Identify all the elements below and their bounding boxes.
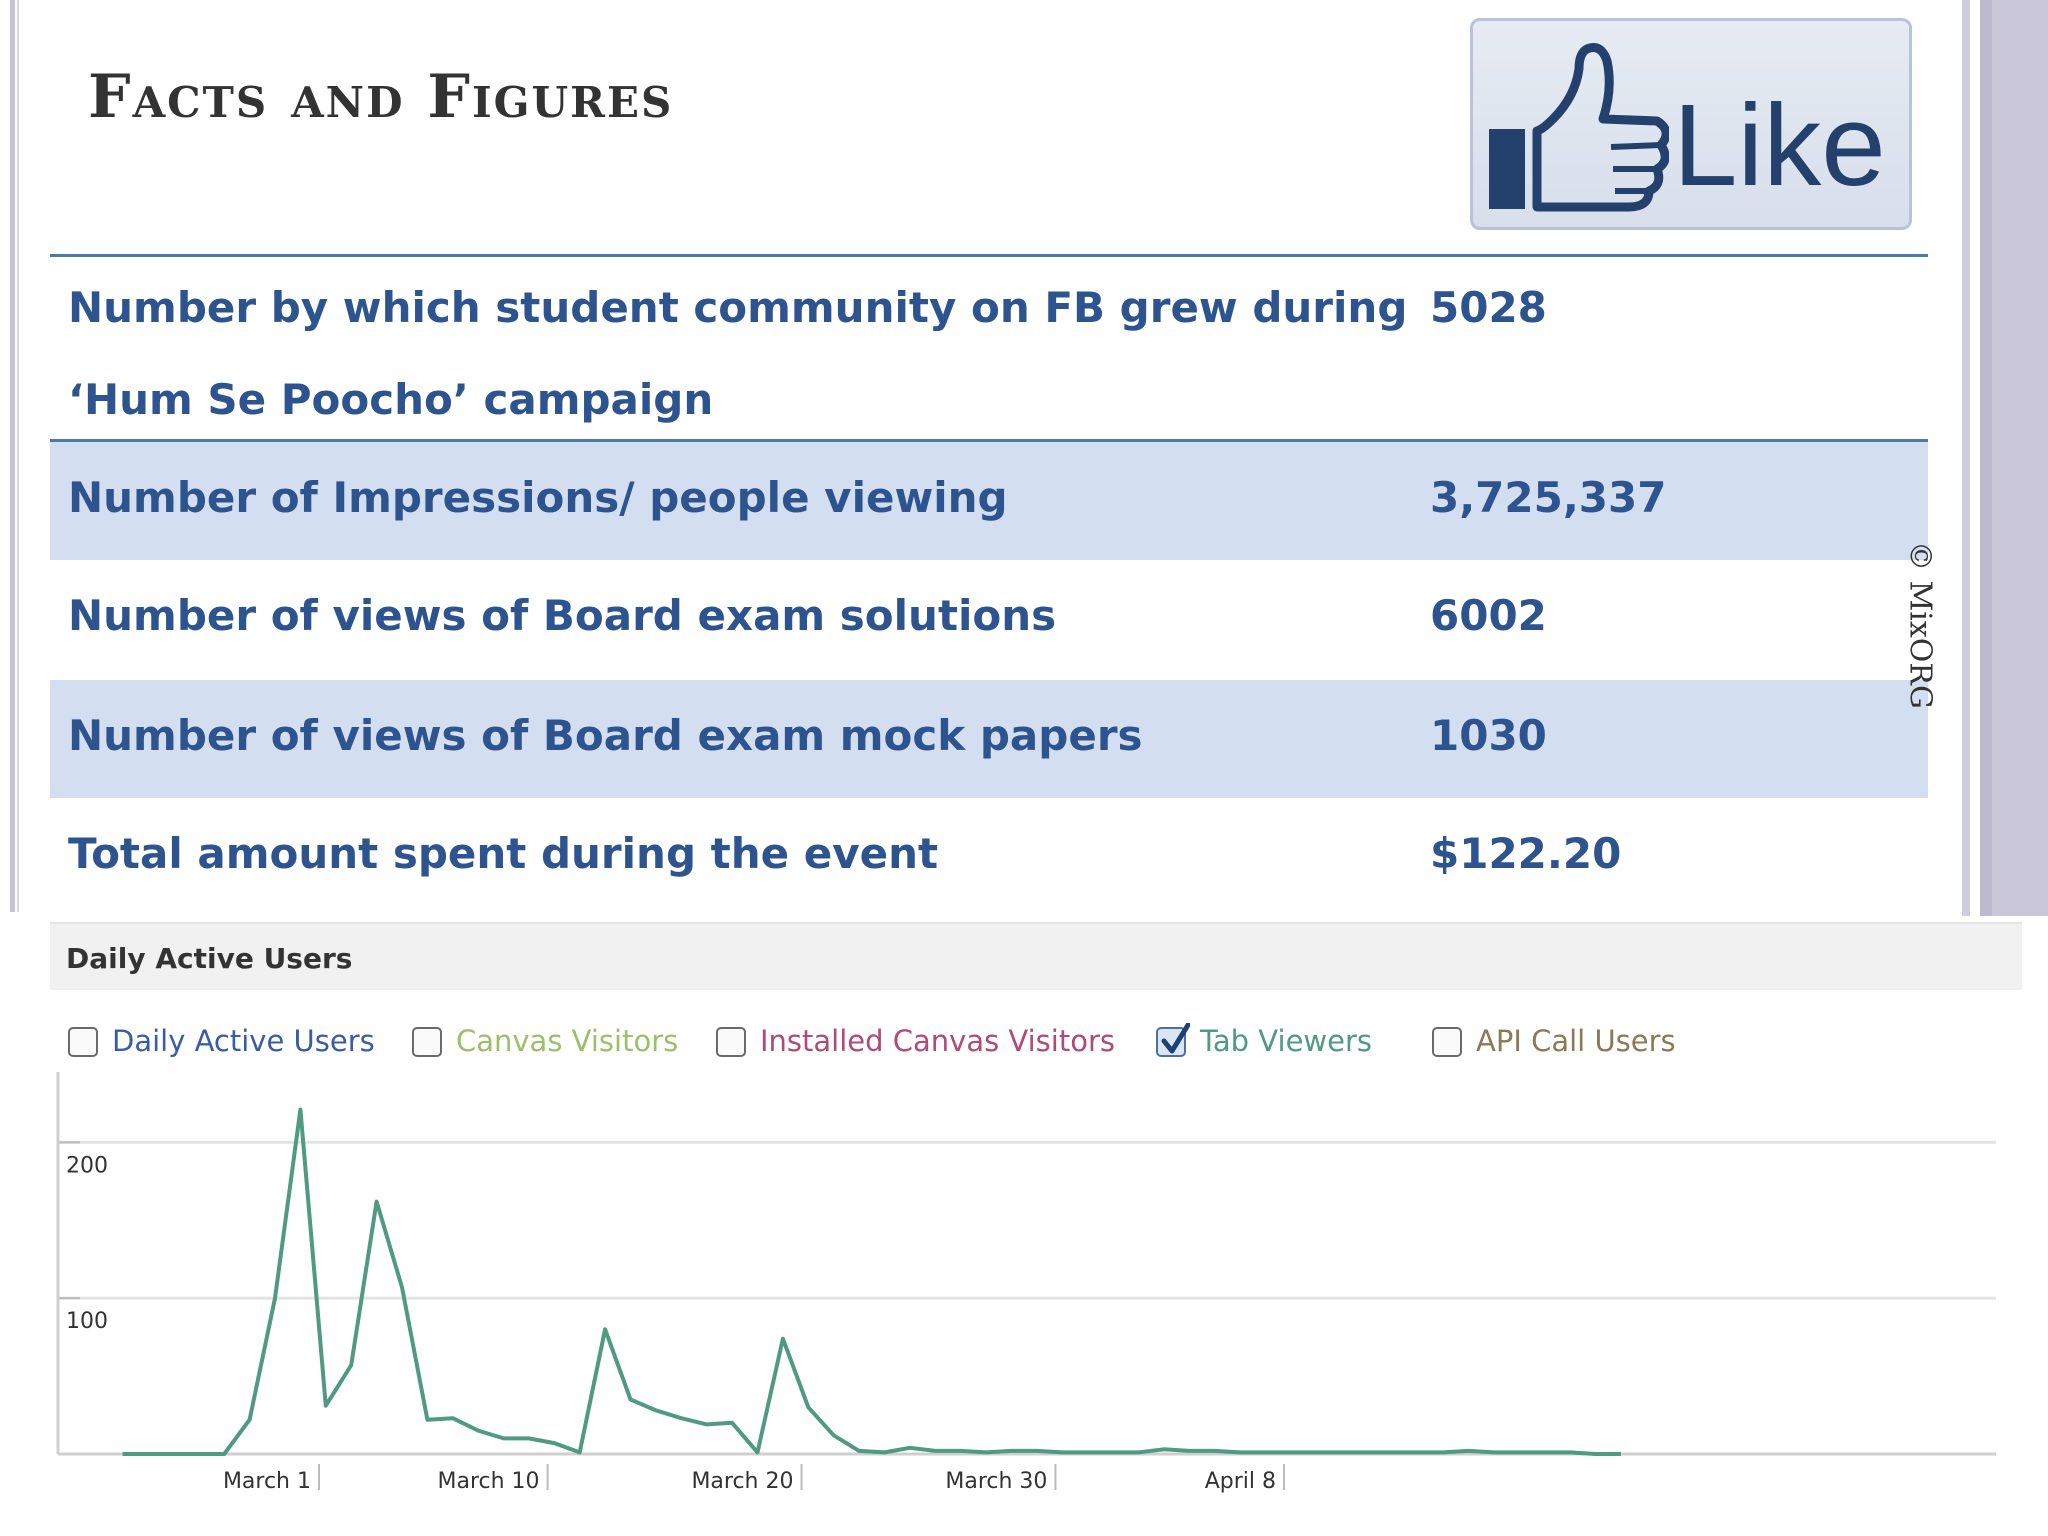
like-badge: Like (1470, 18, 1912, 230)
slide-frame-left-inner (17, 0, 19, 912)
fact-value: 3,725,337 (1430, 473, 1667, 522)
fact-label: Number of views of Board exam mock paper… (68, 711, 1143, 760)
series-checkbox[interactable] (68, 1027, 98, 1057)
fact-label: Total amount spent during the event (68, 829, 939, 878)
fact-value: 1030 (1430, 711, 1547, 760)
fact-row: Number of Impressions/ people viewing 3,… (50, 442, 1928, 560)
like-label: Like (1673, 80, 1886, 210)
legend-label: Tab Viewers (1200, 1024, 1373, 1058)
series-checkbox[interactable] (716, 1027, 746, 1057)
daily-active-users-panel: Daily Active Users Daily Active Users Ca… (50, 922, 2022, 1536)
tab-viewers-line-chart: 100 200 March 1 March 10 March 20 March 30 Apr… (56, 1072, 1996, 1494)
slide-frame-left (10, 0, 15, 912)
x-tick-label: March 20 (691, 1469, 793, 1494)
table-top-rule (50, 254, 1928, 257)
copyright-text: © MixORG (1902, 541, 1938, 709)
x-tick-label: April 8 (1205, 1469, 1276, 1494)
checkmark-icon (1161, 1023, 1190, 1054)
legend-label: Installed Canvas Visitors (760, 1024, 1115, 1058)
legend-label: Daily Active Users (112, 1024, 375, 1058)
fact-row: Number of views of Board exam mock paper… (50, 680, 1928, 798)
legend-label: Canvas Visitors (456, 1024, 679, 1058)
legend-label: API Call Users (1476, 1024, 1676, 1058)
fact-label-continued: ‘Hum Se Poocho’ campaign (68, 375, 714, 424)
series-line-tab-viewers (122, 1107, 1621, 1456)
fact-value: 6002 (1430, 591, 1547, 640)
fact-value: 5028 (1430, 283, 1547, 332)
series-checkbox[interactable] (412, 1027, 442, 1057)
slide-frame-right-bar-inner (1992, 0, 2048, 916)
fact-row: Total amount spent during the event $122… (50, 798, 1928, 916)
x-tick-label: March 30 (945, 1469, 1047, 1494)
series-checkbox[interactable] (1432, 1027, 1462, 1057)
slide-title: Facts and Figures (88, 62, 674, 132)
fact-row: Number by which student community on FB … (50, 262, 1928, 442)
fact-value: $122.20 (1430, 829, 1622, 878)
thumbs-up-icon (1489, 43, 1669, 212)
y-tick-label: 100 (66, 1309, 108, 1334)
y-tick-label: 200 (66, 1153, 108, 1178)
table-header-rule (50, 439, 1928, 442)
fact-label: Number of views of Board exam solutions (68, 591, 1057, 640)
copyright-notice: © MixORG (1900, 540, 1940, 710)
series-checkbox-checked[interactable] (1156, 1023, 1190, 1057)
chart-panel-title: Daily Active Users (66, 942, 353, 975)
fact-row: Number of views of Board exam solutions … (50, 560, 1928, 680)
fact-label: Number of Impressions/ people viewing (68, 473, 1008, 522)
x-tick-label: March 10 (437, 1469, 539, 1494)
fact-label: Number by which student community on FB … (68, 283, 1408, 332)
chart-panel-header: Daily Active Users (50, 922, 2022, 990)
x-tick-label: March 1 (223, 1469, 311, 1494)
slide-frame-right (1962, 0, 1970, 916)
